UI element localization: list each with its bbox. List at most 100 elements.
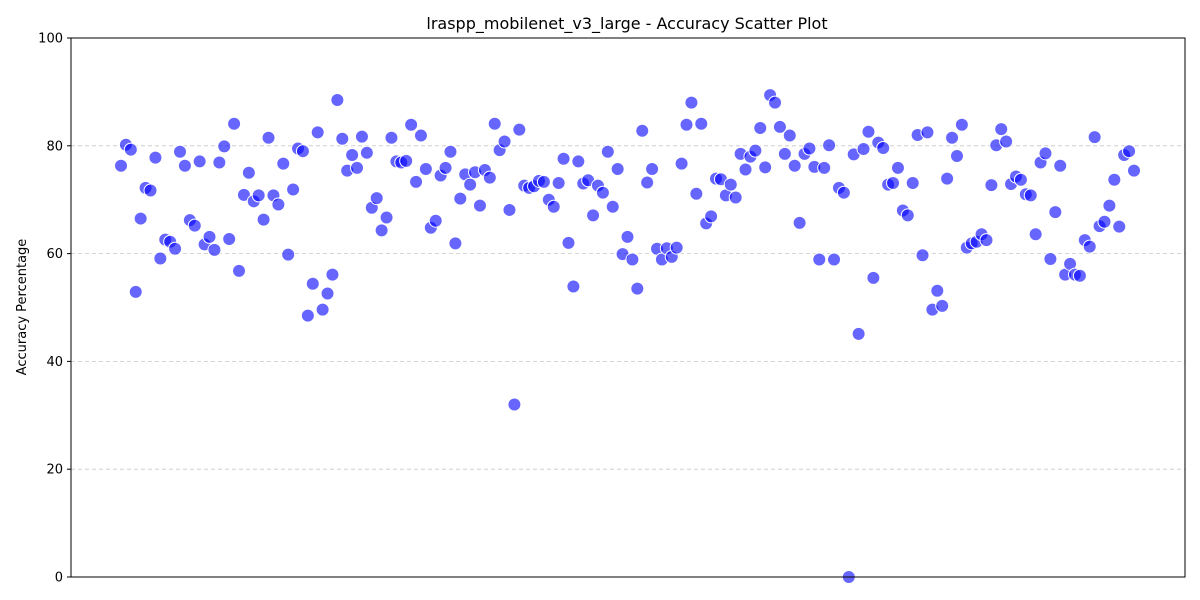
data-point [1102, 198, 1117, 213]
data-point [802, 141, 817, 156]
data-point [1097, 214, 1112, 229]
data-point [310, 125, 325, 140]
y-tick-label: 40 [46, 355, 63, 370]
data-point [295, 144, 310, 159]
data-point [640, 175, 655, 190]
data-point [330, 92, 345, 107]
data-point [704, 209, 719, 224]
data-point [876, 140, 891, 155]
data-point [536, 174, 551, 189]
data-point [694, 116, 709, 131]
data-point [1107, 172, 1122, 187]
data-point [227, 116, 242, 131]
data-point [605, 199, 620, 214]
data-point [345, 147, 360, 162]
data-point [236, 187, 251, 202]
data-point [241, 165, 256, 180]
data-point [335, 131, 350, 146]
data-point [463, 177, 478, 192]
data-point [551, 175, 566, 190]
y-tick-label: 80 [46, 139, 63, 154]
data-point [900, 208, 915, 223]
data-point [684, 95, 699, 110]
data-point [886, 175, 901, 190]
data-point [856, 142, 871, 157]
data-point [1087, 130, 1102, 145]
data-point [369, 191, 384, 206]
data-point [935, 298, 950, 313]
data-point [453, 191, 468, 206]
data-point [217, 139, 232, 154]
data-point [822, 138, 837, 153]
data-point [286, 182, 301, 197]
data-point [772, 119, 787, 134]
data-point [905, 175, 920, 190]
y-tick-label: 60 [46, 247, 63, 262]
data-point [546, 199, 561, 214]
data-point [448, 236, 463, 251]
data-point [600, 144, 615, 159]
data-point [595, 185, 610, 200]
data-point [232, 263, 247, 278]
data-point [768, 95, 783, 110]
data-point [438, 160, 453, 175]
data-point [812, 252, 827, 267]
data-point [1122, 144, 1137, 159]
data-point [556, 151, 571, 166]
data-point [723, 177, 738, 192]
data-point [404, 117, 419, 132]
data-point [187, 218, 202, 233]
data-point [1013, 172, 1028, 187]
data-point [851, 326, 866, 341]
data-point [133, 211, 148, 226]
data-point [123, 142, 138, 157]
data-point [251, 188, 266, 203]
data-point [256, 212, 271, 227]
data-point [1112, 219, 1127, 234]
data-point [940, 171, 955, 186]
data-point [418, 161, 433, 176]
data-point [1038, 146, 1053, 161]
data-point [128, 284, 143, 299]
data-point [399, 153, 414, 168]
data-points [114, 88, 1141, 584]
data-point [512, 122, 527, 137]
data-point [930, 283, 945, 298]
data-point [1023, 188, 1038, 203]
data-point [320, 286, 335, 301]
data-point [271, 197, 286, 212]
data-point [866, 270, 881, 285]
data-point [787, 158, 802, 173]
data-point [173, 144, 188, 159]
data-point [777, 146, 792, 161]
data-point [222, 232, 237, 247]
y-axis-label: Accuracy Percentage [15, 239, 30, 376]
y-tick-label: 20 [46, 463, 63, 478]
data-point [979, 233, 994, 248]
data-point [915, 248, 930, 263]
data-point [630, 281, 645, 296]
data-point [645, 161, 660, 176]
chart-title: lraspp_mobilenet_v3_large - Accuracy Sca… [426, 14, 827, 34]
data-point [920, 125, 935, 140]
data-point [428, 213, 443, 228]
data-point [261, 130, 276, 145]
data-point [472, 198, 487, 213]
data-point [409, 174, 424, 189]
data-point [610, 161, 625, 176]
data-point [954, 117, 969, 132]
data-point [635, 123, 650, 138]
data-point [207, 242, 222, 257]
data-point [625, 252, 640, 267]
data-point [359, 145, 374, 160]
data-point [1127, 163, 1141, 178]
data-point [168, 241, 183, 256]
data-point [374, 223, 389, 238]
data-point [571, 154, 586, 169]
data-point [192, 154, 207, 169]
plot-frame [70, 37, 1186, 578]
data-point [758, 160, 773, 175]
data-point [281, 247, 296, 262]
data-point [1048, 205, 1063, 220]
